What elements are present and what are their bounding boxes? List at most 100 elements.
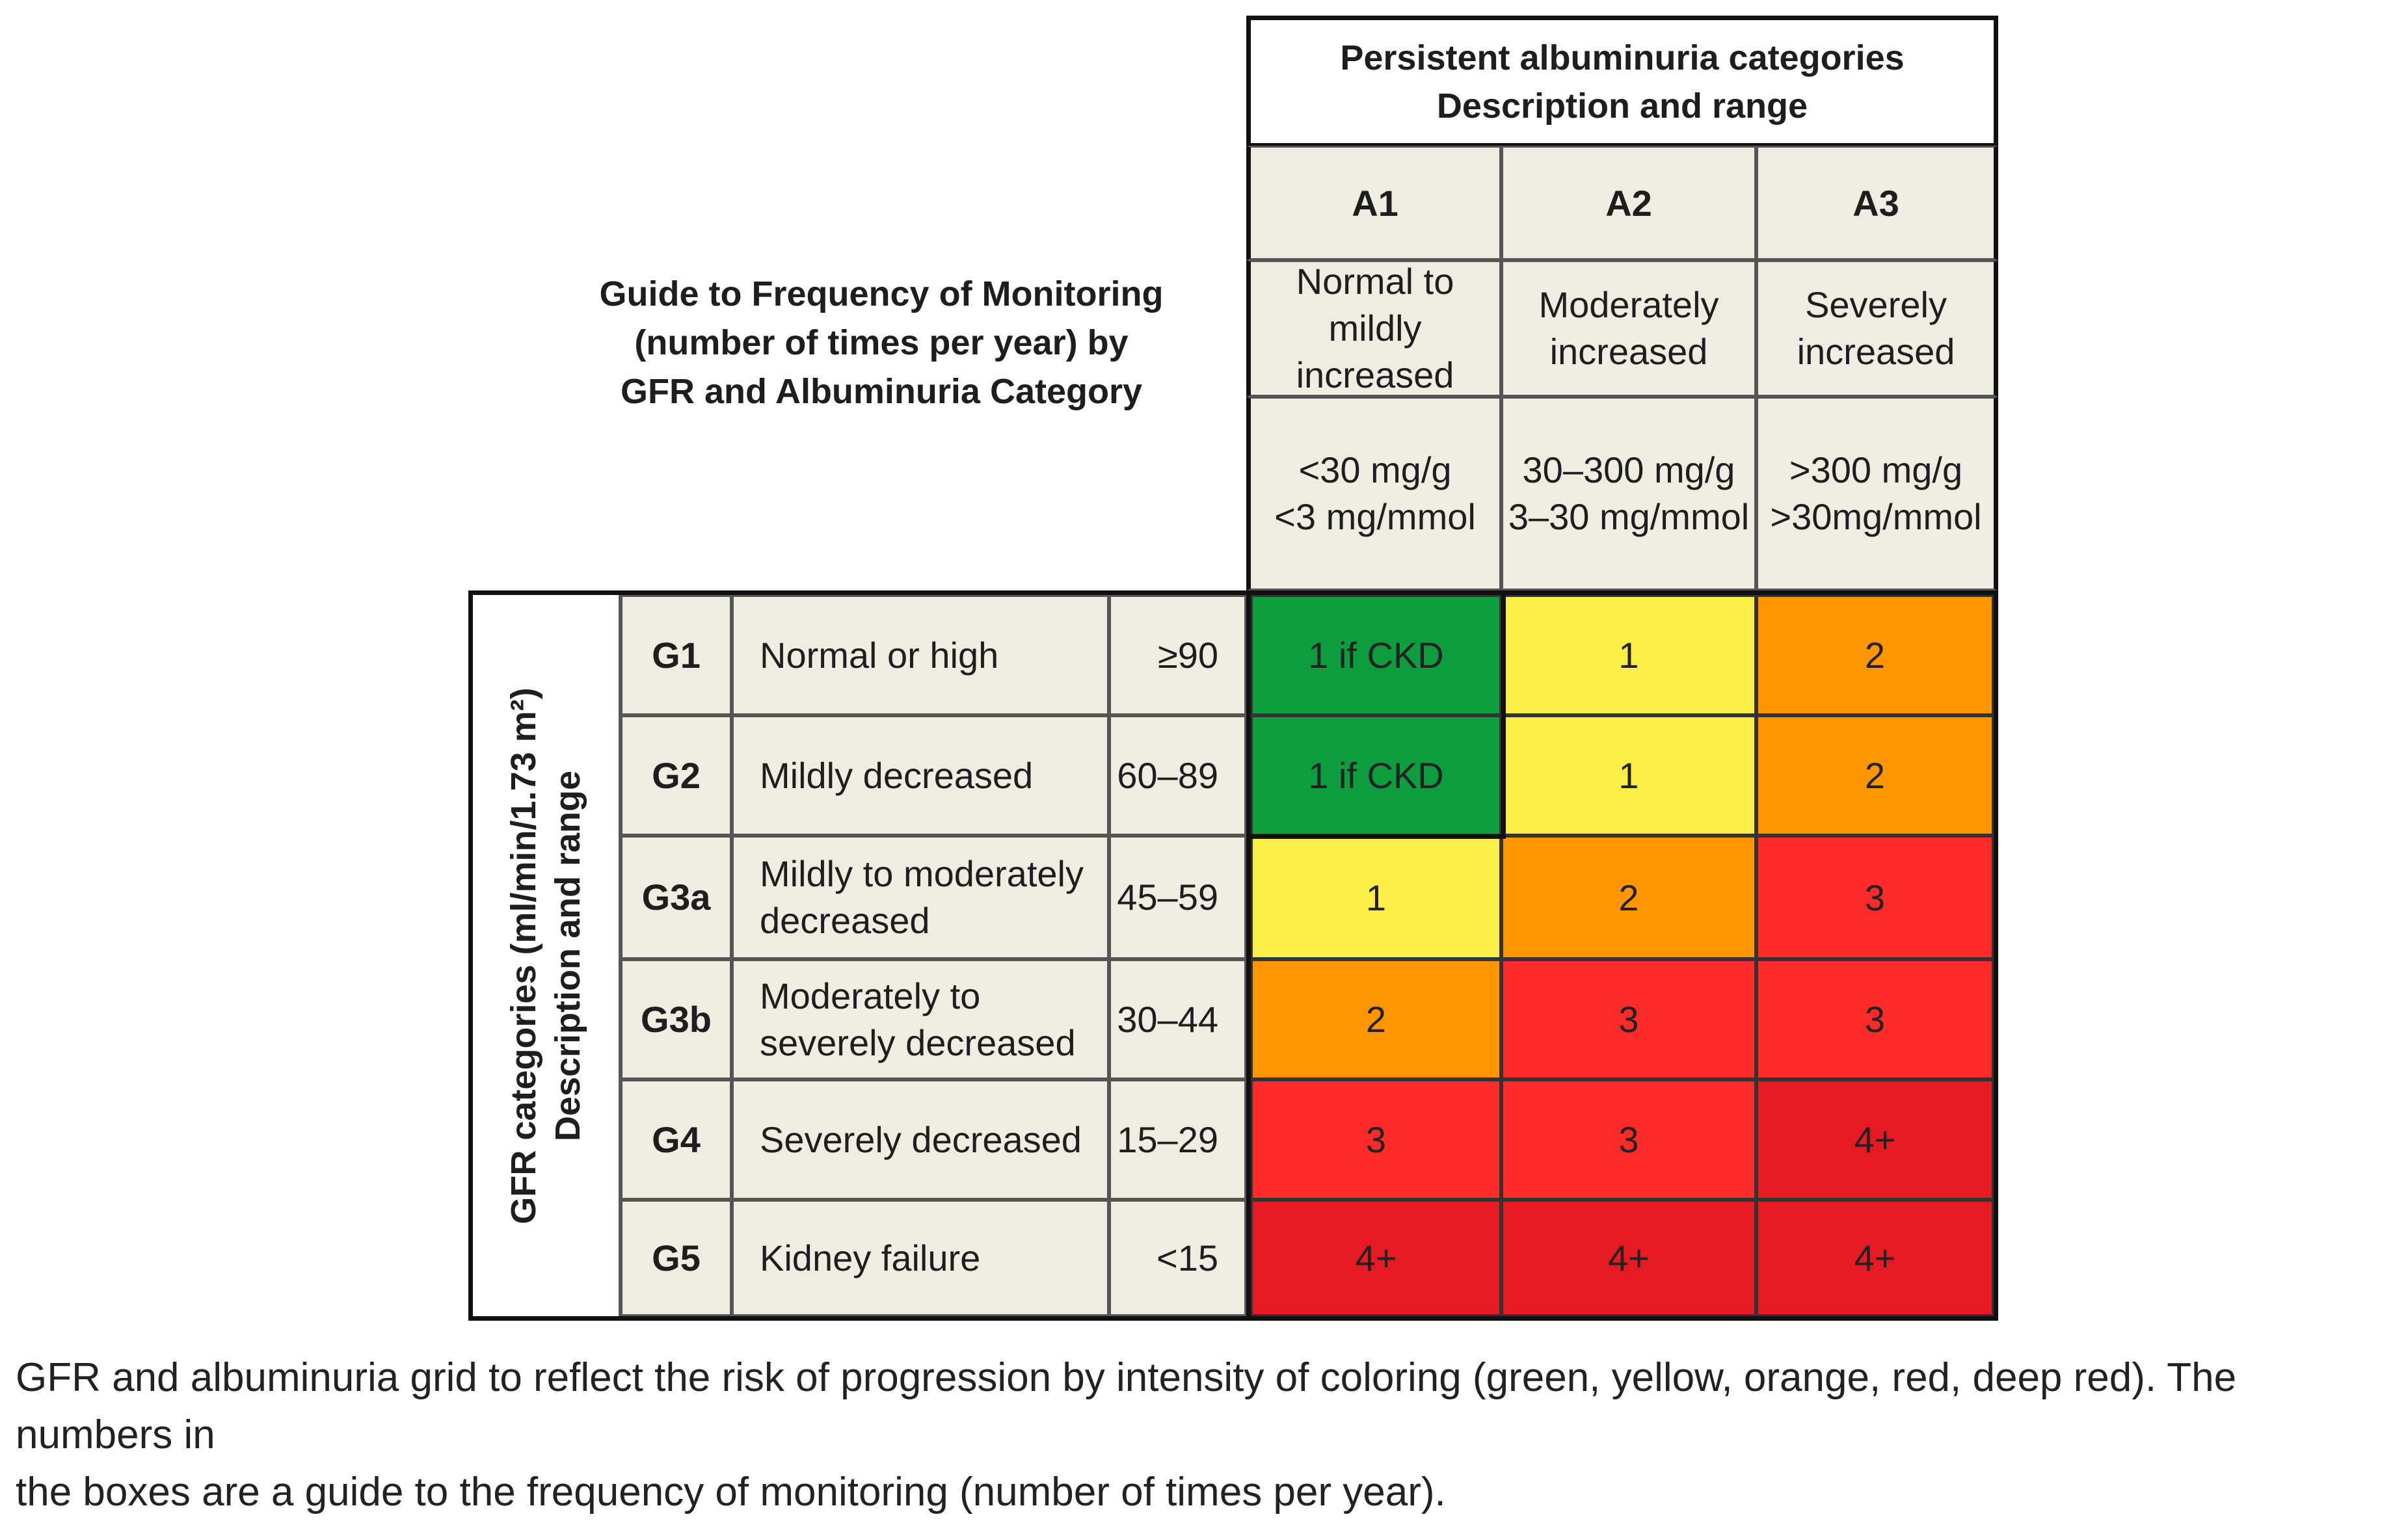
monitoring-frequency: 2 (1864, 635, 1886, 676)
gfr-range: 15–29 (1117, 1118, 1218, 1160)
gfr-code-cell: G3a (621, 836, 732, 959)
column-code: A1 (1352, 182, 1398, 224)
gfr-description-line: Mildly decreased (760, 754, 1034, 796)
gfr-description-cell: Normal or high (732, 595, 1109, 715)
monitoring-frequency: 2 (1365, 999, 1387, 1040)
gfr-code-cell: G1 (621, 595, 732, 715)
gfr-code-cell: G3b (621, 959, 732, 1079)
range-line: 3–30 mg/mmol (1508, 496, 1750, 537)
gfr-range: 45–59 (1117, 877, 1218, 918)
gfr-range: ≥90 (1157, 634, 1218, 676)
monitoring-frequency: 1 (1618, 755, 1639, 796)
gfr-range-cell: 15–29 (1109, 1079, 1246, 1200)
matrix-cell-g1-a3: 2 (1756, 595, 1994, 715)
column-code: A2 (1605, 182, 1652, 224)
monitoring-frequency: 4+ (1854, 1237, 1896, 1278)
column-code-a1: A1 (1246, 146, 1501, 260)
column-range-a1: <30 mg/g <3 mg/mmol (1246, 397, 1501, 590)
gfr-range: 30–44 (1117, 998, 1218, 1040)
figure-caption: GFR and albuminuria grid to reflect the … (16, 1349, 2396, 1521)
description-line: mildly (1328, 308, 1422, 349)
monitoring-frequency: 2 (1864, 755, 1886, 796)
monitoring-frequency: 1 if CKD (1308, 635, 1444, 676)
range-line: >30mg/mmol (1770, 496, 1982, 537)
column-range-a2: 30–300 mg/g 3–30 mg/mmol (1501, 397, 1756, 590)
matrix-cell-g3a-a3: 3 (1756, 836, 1994, 959)
matrix-cell-g2-a3: 2 (1756, 715, 1994, 836)
gfr-code: G4 (652, 1118, 701, 1160)
title-line: GFR and Albuminuria Category (620, 372, 1143, 411)
gfr-description-line: Kidney failure (760, 1237, 981, 1278)
gfr-description-line: Severely decreased (760, 1118, 1082, 1160)
matrix-cell-g5-a2: 4+ (1501, 1200, 1756, 1316)
gfr-code: G2 (652, 754, 701, 796)
description-line: increased (1296, 354, 1454, 395)
monitoring-frequency: 3 (1365, 1119, 1387, 1160)
monitoring-frequency: 3 (1864, 877, 1886, 918)
description-line: increased (1549, 331, 1708, 372)
description-line: increased (1797, 331, 1955, 372)
gfr-description-line: severely decreased (760, 1022, 1076, 1063)
monitoring-frequency: 1 (1618, 635, 1639, 676)
matrix-cell-g3b-a2: 3 (1501, 959, 1756, 1079)
albuminuria-header-line: Persistent albuminuria categories (1340, 38, 1905, 77)
gfr-range-cell: 30–44 (1109, 959, 1246, 1079)
column-description-a3: Severely increased (1756, 260, 1998, 397)
monitoring-frequency: 1 if CKD (1308, 755, 1444, 796)
matrix-cell-g1-a1: 1 if CKD (1251, 595, 1501, 715)
gfr-code-cell: G5 (621, 1200, 732, 1316)
gfr-description-cell: Severely decreased (732, 1079, 1109, 1200)
matrix-cell-g4-a2: 3 (1501, 1079, 1756, 1200)
matrix-cell-g4-a1: 3 (1251, 1079, 1501, 1200)
column-code-a3: A3 (1756, 146, 1998, 260)
gfr-description-line: decreased (760, 900, 930, 941)
gfr-description-line: Mildly to moderately (760, 853, 1084, 894)
gfr-axis-label-line: GFR categories (ml/min/1.73 m²) (504, 687, 543, 1224)
matrix-cell-g3b-a3: 3 (1756, 959, 1994, 1079)
description-line: Normal to (1296, 261, 1454, 302)
matrix-cell-g5-a1: 4+ (1251, 1200, 1501, 1316)
gfr-code-cell: G4 (621, 1079, 732, 1200)
range-line: 30–300 mg/g (1522, 449, 1735, 490)
albuminuria-header: Persistent albuminuria categories Descri… (1246, 16, 1998, 146)
monitoring-frequency: 2 (1618, 877, 1639, 918)
column-range-a3: >300 mg/g >30mg/mmol (1756, 397, 1998, 590)
gfr-description-cell: Moderately to severely decreased (732, 959, 1109, 1079)
caption-line: the boxes are a guide to the frequency o… (16, 1470, 1446, 1514)
gfr-code: G1 (652, 634, 701, 676)
gfr-range: <15 (1157, 1237, 1218, 1278)
gfr-table-frame (468, 590, 1250, 1321)
monitoring-frequency: 4+ (1355, 1237, 1397, 1278)
gfr-code: G3a (641, 877, 711, 918)
description-line: Moderately (1538, 284, 1719, 325)
gfr-range: 60–89 (1117, 754, 1218, 796)
column-description-a2: Moderately increased (1501, 260, 1756, 397)
monitoring-frequency: 3 (1618, 1119, 1639, 1160)
gfr-code-cell: G2 (621, 715, 732, 836)
matrix-cell-g4-a3: 4+ (1756, 1079, 1994, 1200)
gfr-range-cell: 45–59 (1109, 836, 1246, 959)
matrix-cell-g2-a1: 1 if CKD (1251, 715, 1501, 836)
title-line: (number of times per year) by (634, 323, 1129, 362)
monitoring-frequency: 4+ (1608, 1237, 1650, 1278)
albuminuria-header-line: Description and range (1436, 86, 1808, 126)
gfr-description-line: Normal or high (760, 634, 999, 676)
gfr-code: G3b (641, 998, 712, 1040)
matrix-cell-g2-a2: 1 (1501, 715, 1756, 836)
column-code-a2: A2 (1501, 146, 1756, 260)
gfr-description-cell: Mildly decreased (732, 715, 1109, 836)
gfr-range-cell: <15 (1109, 1200, 1246, 1316)
matrix-cell-g5-a3: 4+ (1756, 1200, 1994, 1316)
range-line: >300 mg/g (1789, 449, 1963, 490)
caption-line: GFR and albuminuria grid to reflect the … (16, 1355, 2237, 1457)
matrix-cell-g3a-a1: 1 (1251, 836, 1501, 959)
title-line: Guide to Frequency of Monitoring (599, 274, 1164, 313)
figure-title: Guide to Frequency of Monitoring (number… (572, 270, 1190, 416)
monitoring-frequency: 3 (1864, 999, 1886, 1040)
gfr-description-cell: Kidney failure (732, 1200, 1109, 1316)
gfr-description-line: Moderately to (760, 975, 981, 1016)
gfr-range-cell: 60–89 (1109, 715, 1246, 836)
gfr-axis-label-line: Description and range (548, 770, 587, 1141)
monitoring-frequency: 4+ (1854, 1119, 1896, 1160)
monitoring-frequency: 3 (1618, 999, 1639, 1040)
